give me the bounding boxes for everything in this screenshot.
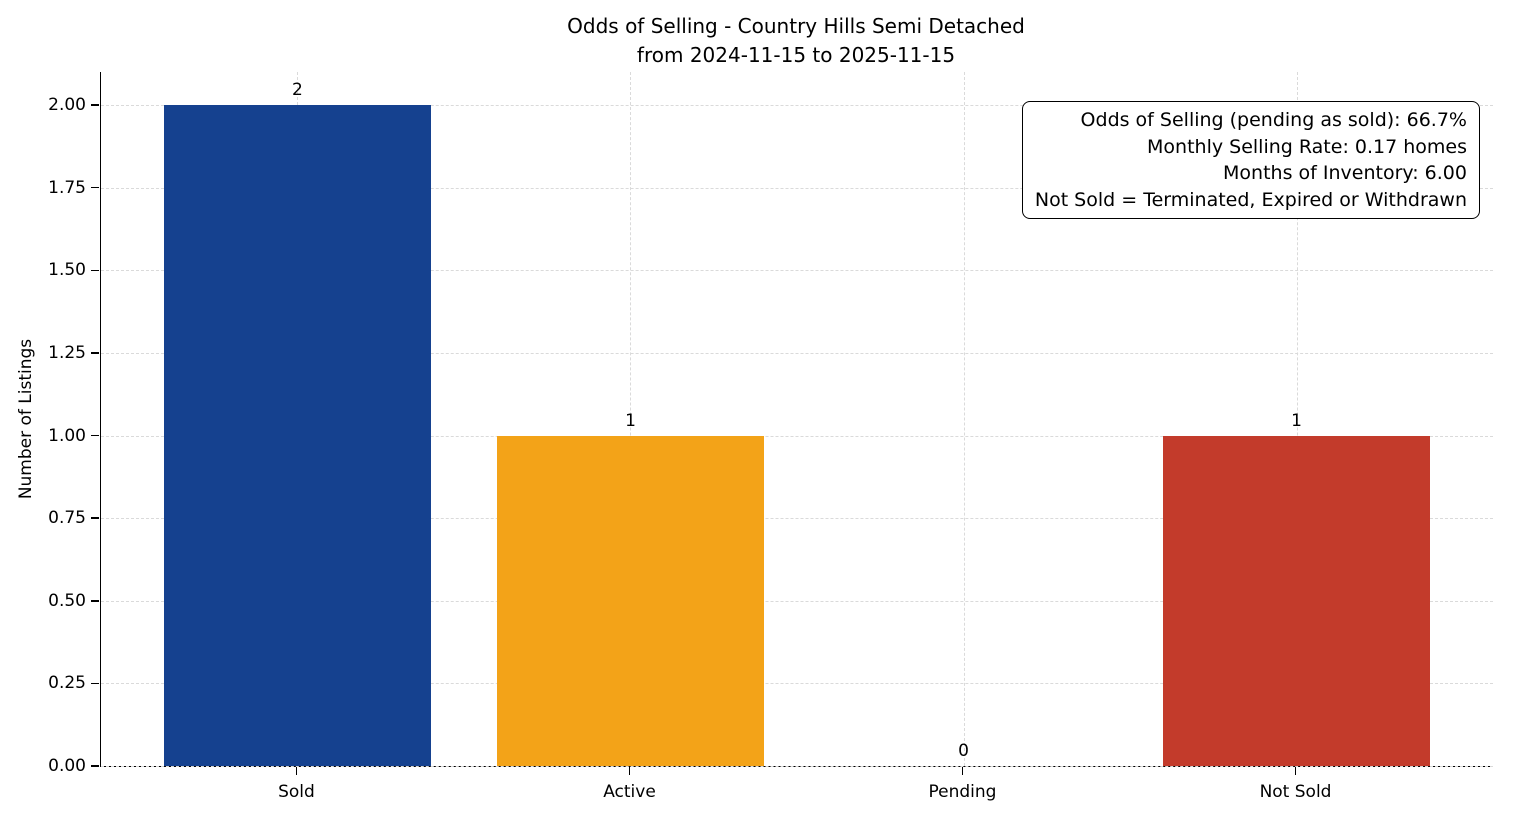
bar-active — [497, 435, 764, 766]
annotation-line: Monthly Selling Rate: 0.17 homes — [1147, 135, 1467, 158]
y-tick-mark — [91, 434, 99, 437]
bar-value-label: 0 — [958, 741, 969, 761]
h-gridline — [101, 766, 1493, 767]
h-gridline — [101, 105, 1493, 107]
h-gridline — [101, 187, 1493, 189]
x-tick-mark — [295, 767, 298, 775]
h-gridline — [101, 683, 1493, 685]
y-tick-mark — [91, 765, 99, 767]
x-tick-label: Sold — [278, 782, 315, 802]
chart-title: Odds of Selling - Country Hills Semi Det… — [567, 14, 1025, 38]
v-gridline — [963, 72, 965, 766]
y-tick-mark — [91, 352, 99, 354]
x-tick-label: Active — [603, 782, 656, 802]
v-gridline — [630, 72, 632, 766]
x-tick-label: Pending — [928, 782, 997, 802]
plot-area: 2 1 0 1 — [100, 72, 1493, 767]
h-gridline — [101, 270, 1493, 272]
h-gridline — [101, 518, 1493, 520]
h-gridline — [101, 600, 1493, 602]
y-tick-mark — [91, 682, 99, 685]
y-tick-label: 0.25 — [48, 673, 86, 694]
annotation-line: Not Sold = Terminated, Expired or Withdr… — [1034, 188, 1467, 211]
y-tick-label: 0.50 — [48, 590, 86, 611]
annotation-line: Months of Inventory: 6.00 — [1223, 162, 1467, 184]
annotation-line: Odds of Selling (pending as sold): 66.7% — [1080, 109, 1467, 131]
y-tick-mark — [91, 600, 99, 602]
y-tick-label: 1.25 — [48, 342, 86, 363]
bar-not-sold — [1163, 435, 1430, 766]
y-tick-mark — [91, 186, 99, 189]
y-tick-label: 2.00 — [48, 95, 86, 116]
stats-annotation-box: Odds of Selling (pending as sold): 66.7%… — [1021, 101, 1480, 219]
bar-value-label: 1 — [625, 410, 636, 431]
x-tick-mark — [961, 767, 964, 775]
v-gridline — [1296, 72, 1298, 766]
x-tick-mark — [1294, 767, 1297, 775]
x-tick-label: Not Sold — [1259, 782, 1332, 802]
y-tick-label: 1.00 — [48, 425, 86, 446]
y-tick-mark — [91, 517, 99, 519]
bar-value-label: 1 — [1291, 410, 1302, 431]
y-tick-label: 0.75 — [48, 508, 86, 529]
h-gridline — [101, 435, 1493, 437]
y-tick-label: 0.00 — [48, 756, 86, 776]
x-tick-mark — [628, 767, 631, 775]
h-gridline — [101, 352, 1493, 354]
y-tick-mark — [91, 269, 99, 272]
bar-value-label: 2 — [292, 80, 303, 101]
y-tick-label: 1.75 — [48, 177, 86, 198]
y-tick-label: 1.50 — [48, 260, 86, 281]
bar-sold — [164, 105, 431, 766]
chart-subtitle: from 2024-11-15 to 2025-11-15 — [636, 43, 956, 67]
chart-title-block: Odds of Selling - Country Hills Semi Det… — [100, 12, 1492, 70]
y-tick-mark — [91, 104, 99, 106]
